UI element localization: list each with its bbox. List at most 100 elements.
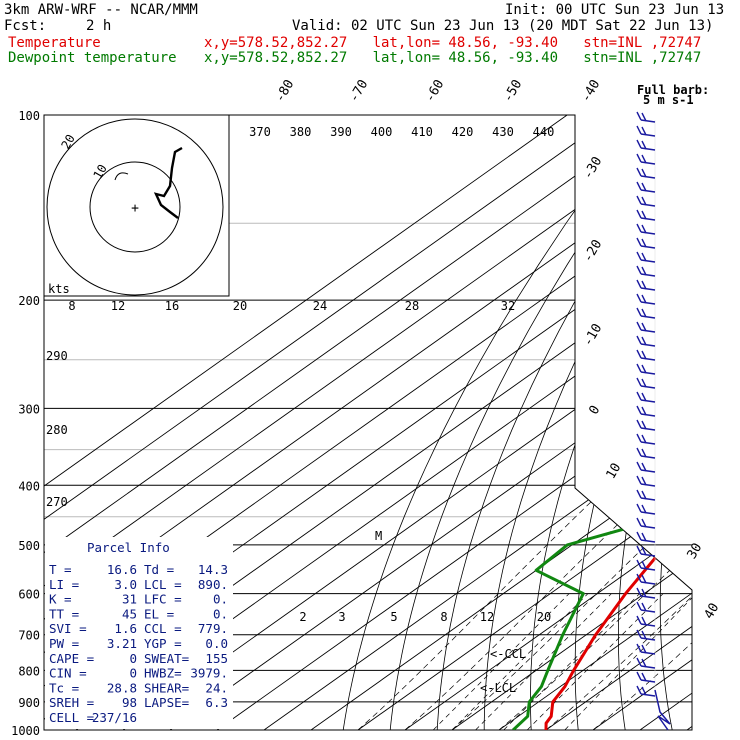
parcel-label: CAPE = [49,651,94,666]
wind-barb-flag [641,448,647,458]
mixing-ratio-label: 12 [480,610,494,624]
wind-barb [640,651,656,655]
wind-barb-flag [636,321,642,331]
temperature-info: x,y=578.52,852.27 lat,lon= 48.56, -93.40… [204,35,702,51]
dry-adiabat [342,115,645,730]
isotherm [339,115,692,730]
theta-label: 370 [249,125,271,139]
wind-barb-flag [641,322,647,332]
wind-barb-flag [641,336,647,346]
theta-label: 440 [533,125,555,139]
wind-barb-flag [641,126,647,136]
mixing-ratio-label: 5 [390,610,397,624]
wind-barb-flag [636,433,642,443]
parcel-info-box: Parcel Info T = 16.6 Td = 14.3 LI = 3.0 LCL = 89… [45,537,233,729]
parcel-value: 0.0 [205,636,228,651]
wind-barb-flag [636,531,642,541]
parcel-label: CCL = [144,621,182,636]
parcel-value: 1.6 [114,621,137,636]
wind-barb-flag [641,476,647,486]
wind-barb-flag [641,350,647,360]
dry-adiabat [574,115,692,730]
wind-barb-flag [636,405,642,415]
dry-adiabat [436,115,692,730]
wind-barb-flag [636,615,642,625]
isotherm-label: 30 [685,541,706,562]
dry-adiabat [483,115,692,730]
wind-barb-flag [641,182,647,192]
wind-barb [640,399,656,403]
wind-barb [640,161,656,165]
dry-adiabat [389,115,669,730]
wind-barb [640,469,656,473]
isotherm-label: -80 [273,77,298,105]
wind-barb-flag [641,518,647,528]
ccl-marker: <-CCL [490,647,526,661]
wind-barb [640,511,656,515]
wind-barb-flag [636,643,642,653]
wind-barb-flag [641,238,647,248]
wind-barb [640,679,656,683]
parcel-value: 890. [198,577,228,592]
wind-barb-flag [641,112,647,122]
isotherm [716,115,740,740]
hodograph-origin: + [131,201,139,216]
isotherm [386,115,692,730]
parcel-label: YGP = [144,636,182,651]
pressure-label: 200 [18,294,40,308]
wind-barb-flag [636,419,642,429]
parcel-value: 28.8 [107,680,137,695]
wind-barb-flag [636,475,642,485]
wind-barb [640,343,656,347]
wind-barb [640,665,656,669]
model-title: 3km ARW-WRF -- NCAR/MMM [4,2,198,18]
wind-barb-flag [641,392,647,402]
wind-barb [640,217,656,221]
wind-barb [640,637,656,641]
wind-barb-flag [641,630,647,640]
wind-barb [640,427,656,431]
parcel-label: SREH = [49,695,94,710]
pressure-label: 700 [18,629,40,643]
parcel-value: 3.0 [114,577,137,592]
wind-barb-flag [641,686,647,696]
isotherm [44,115,662,730]
wind-barb-flag [636,629,642,639]
wind-barb-low [654,689,671,731]
wind-barb-flag [636,601,642,611]
wind-barb [640,231,656,235]
hodograph-trace [153,146,183,219]
wind-barb [640,497,656,501]
m-marker: M [375,529,382,543]
wind-barb [640,203,656,207]
wind-barb-flag [636,503,642,513]
isotherm [527,115,692,730]
parcel-value: 31 [122,592,137,607]
wind-barb-flag [636,657,642,667]
mixing-ratio-label: 3 [338,610,345,624]
isotherm-label: 40 [702,601,723,622]
wind-barb [640,609,656,613]
wind-barb-flag [641,588,647,598]
parcel-label: CIN = [49,666,87,681]
wind-barb-flag [641,616,647,626]
wind-barb-flag [636,349,642,359]
parcel-label: K = [49,592,72,607]
parcel-label: LCL = [144,577,182,592]
wind-barb-flag [641,546,647,556]
temperature-legend: Temperature [8,35,101,51]
wind-barb-flag [636,125,642,135]
hodograph-speed-label: 24 [313,299,327,313]
wind-barb [640,441,656,445]
wind-barb-flag [636,545,642,555]
parcel-value: 6.3 [205,695,228,710]
theta-label-low: 270 [46,495,68,509]
wind-barb-flag [636,517,642,527]
wind-barb-flag [641,644,647,654]
wind-barb-flag [641,364,647,374]
theta-label-low: 290 [46,349,68,363]
wind-barb-flag [641,434,647,444]
wind-barb [640,329,656,333]
parcel-value: 16.6 [107,562,137,577]
wind-barb-flag [636,265,642,275]
